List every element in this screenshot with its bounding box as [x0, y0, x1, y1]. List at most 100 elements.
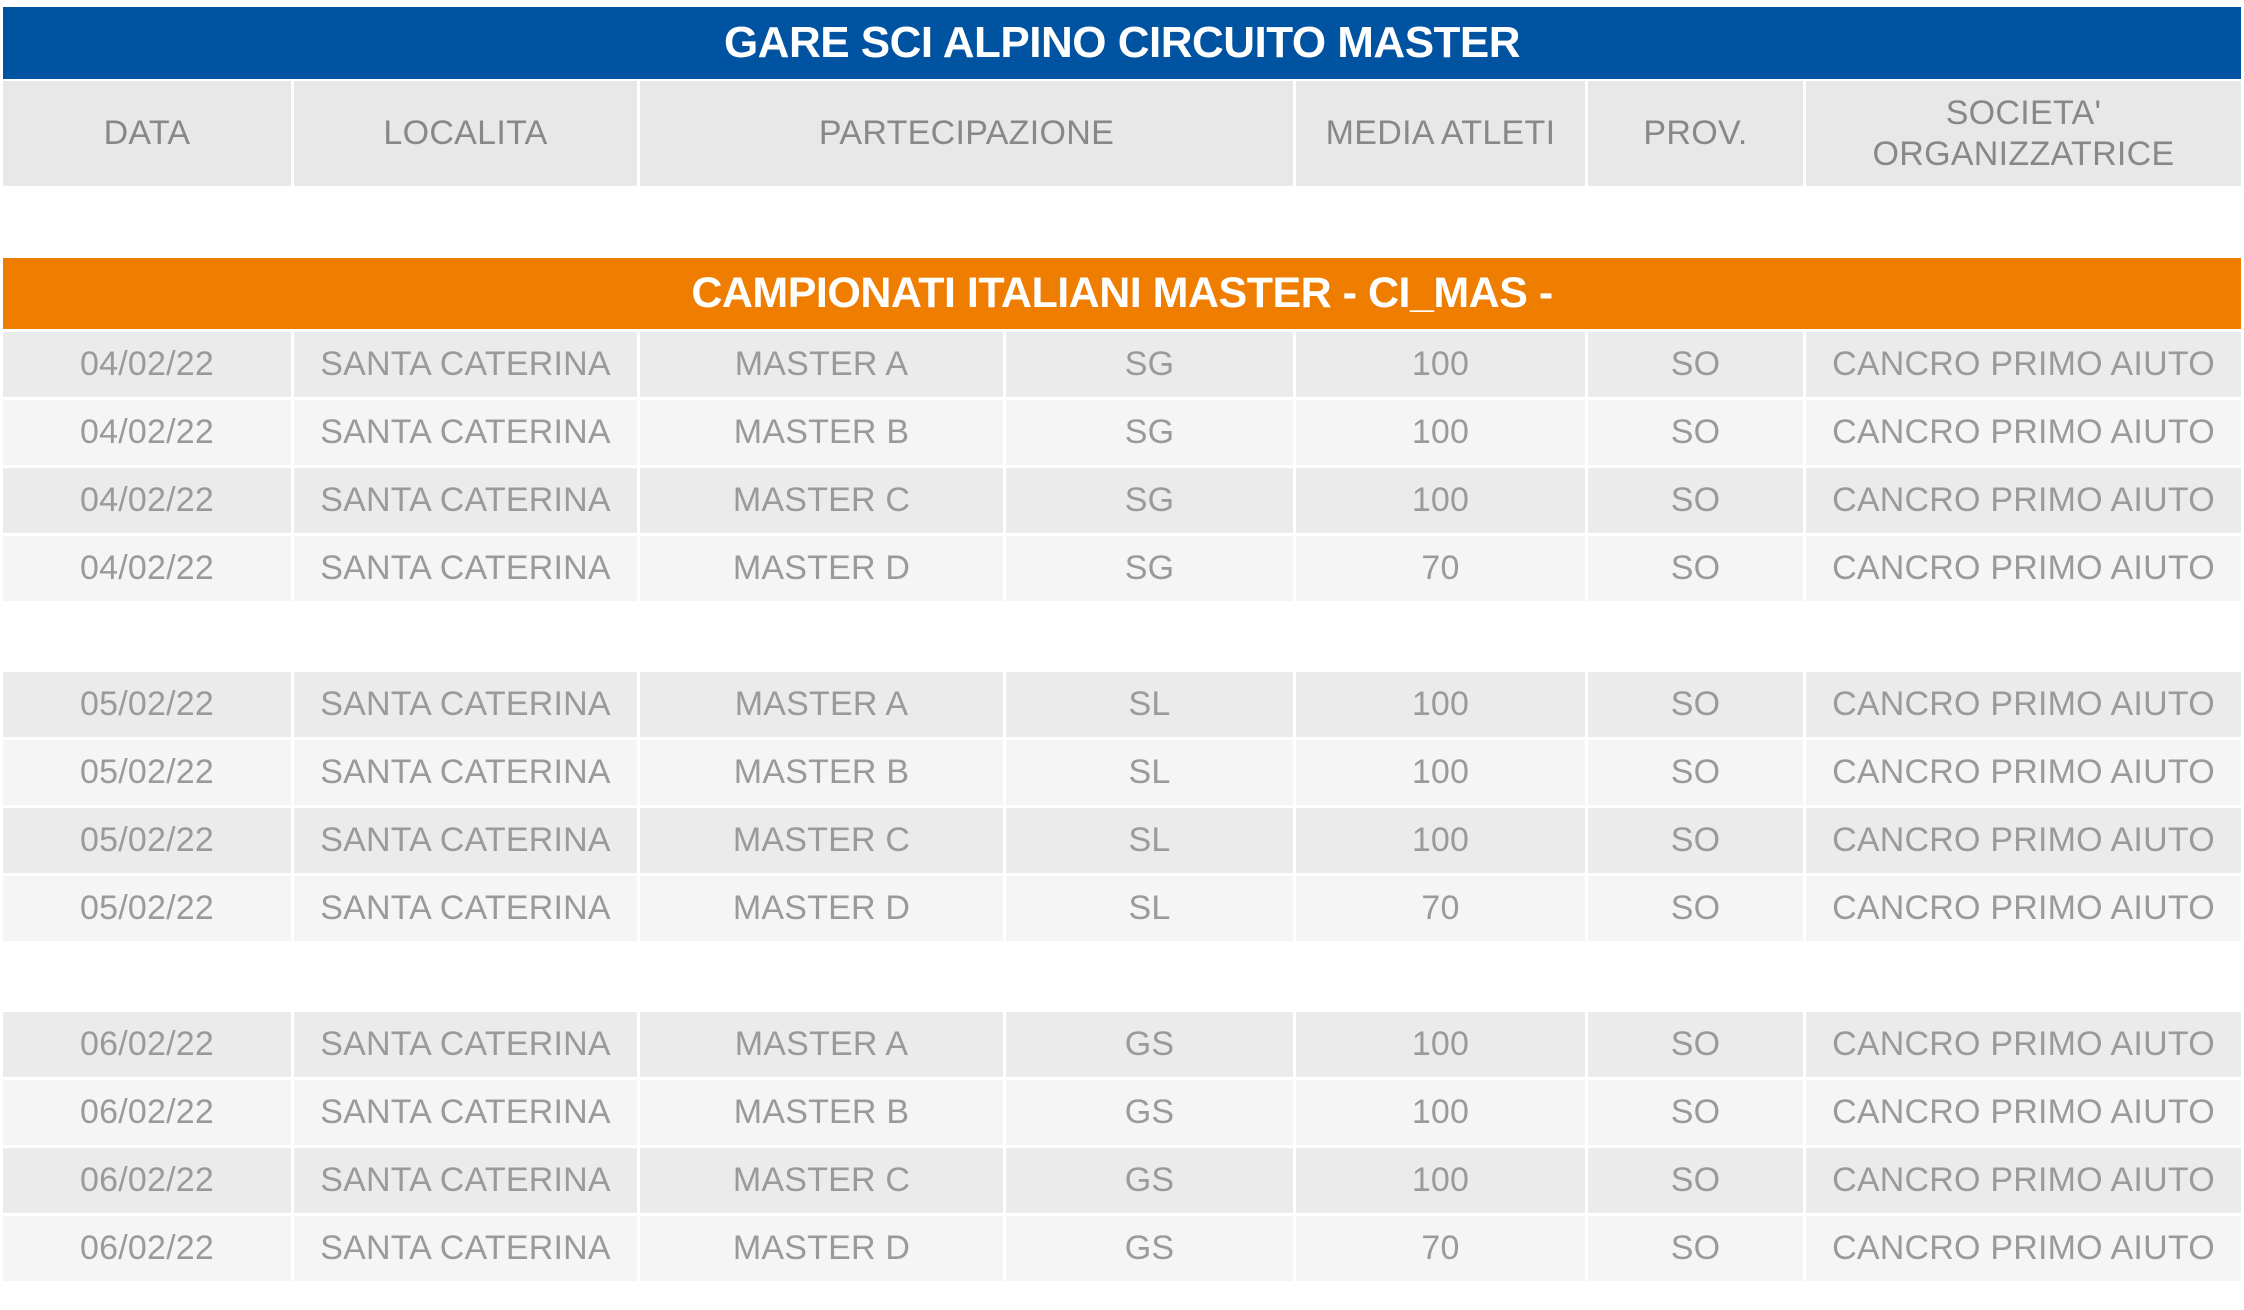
cell-localita: SANTA CATERINA [294, 740, 637, 805]
cell-media-atleti: 100 [1296, 468, 1585, 533]
cell-data: 04/02/22 [3, 332, 291, 397]
table-row: 06/02/22 SANTA CATERINA MASTER B GS 100 SO CAN… [0, 1080, 2244, 1145]
cell-prov: SO [1588, 808, 1803, 873]
column-header-societa-line2: ORGANIZZATRICE [1872, 134, 2175, 173]
cell-localita: SANTA CATERINA [294, 1148, 637, 1213]
column-header-media-atleti: MEDIA ATLETI [1296, 81, 1585, 186]
cell-specialita: SL [1006, 876, 1293, 941]
table-row: 04/02/22 SANTA CATERINA MASTER A SG 100 SO CAN… [0, 332, 2244, 397]
cell-specialita: GS [1006, 1148, 1293, 1213]
section-title: CAMPIONATI ITALIANI MASTER - CI_MAS - [3, 258, 2241, 329]
cell-specialita: GS [1006, 1080, 1293, 1145]
table-row: 06/02/22 SANTA CATERINA MASTER D GS 70 SO CANC… [0, 1216, 2244, 1281]
cell-specialita: SL [1006, 740, 1293, 805]
cell-media-atleti: 100 [1296, 1148, 1585, 1213]
cell-categoria: MASTER B [640, 1080, 1003, 1145]
cell-media-atleti: 100 [1296, 332, 1585, 397]
cell-societa: CANCRO PRIMO AIUTO [1806, 536, 2241, 601]
cell-societa: CANCRO PRIMO AIUTO [1806, 740, 2241, 805]
cell-societa: CANCRO PRIMO AIUTO [1806, 400, 2241, 465]
cell-categoria: MASTER A [640, 332, 1003, 397]
cell-media-atleti: 70 [1296, 876, 1585, 941]
cell-prov: SO [1588, 1148, 1803, 1213]
cell-data: 04/02/22 [3, 400, 291, 465]
cell-societa: CANCRO PRIMO AIUTO [1806, 1148, 2241, 1213]
cell-societa: CANCRO PRIMO AIUTO [1806, 1080, 2241, 1145]
table-row: 06/02/22 SANTA CATERINA MASTER C GS 100 SO CAN… [0, 1148, 2244, 1213]
cell-categoria: MASTER B [640, 740, 1003, 805]
cell-categoria: MASTER B [640, 400, 1003, 465]
cell-localita: SANTA CATERINA [294, 876, 637, 941]
cell-categoria: MASTER C [640, 808, 1003, 873]
cell-specialita: SG [1006, 536, 1293, 601]
column-header-partecipazione: PARTECIPAZIONE [640, 81, 1293, 186]
cell-categoria: MASTER D [640, 536, 1003, 601]
cell-societa: CANCRO PRIMO AIUTO [1806, 808, 2241, 873]
cell-societa: CANCRO PRIMO AIUTO [1806, 468, 2241, 533]
column-header-localita: LOCALITA [294, 81, 637, 186]
cell-localita: SANTA CATERINA [294, 400, 637, 465]
cell-categoria: MASTER D [640, 1216, 1003, 1281]
cell-specialita: SL [1006, 672, 1293, 737]
cell-categoria: MASTER D [640, 876, 1003, 941]
cell-specialita: GS [1006, 1012, 1293, 1077]
cell-localita: SANTA CATERINA [294, 1216, 637, 1281]
cell-data: 05/02/22 [3, 876, 291, 941]
cell-media-atleti: 100 [1296, 672, 1585, 737]
cell-societa: CANCRO PRIMO AIUTO [1806, 1012, 2241, 1077]
table-row: 06/02/22 SANTA CATERINA MASTER A GS 100 SO CAN… [0, 1012, 2244, 1077]
cell-localita: SANTA CATERINA [294, 1012, 637, 1077]
table-row: 04/02/22 SANTA CATERINA MASTER C SG 100 SO CAN… [0, 468, 2244, 533]
cell-categoria: MASTER A [640, 1012, 1003, 1077]
cell-prov: SO [1588, 876, 1803, 941]
cell-localita: SANTA CATERINA [294, 808, 637, 873]
cell-prov: SO [1588, 536, 1803, 601]
table-row: 05/02/22 SANTA CATERINA MASTER B SL 100 SO CAN… [0, 740, 2244, 805]
column-header-prov: PROV. [1588, 81, 1803, 186]
table-row: 05/02/22 SANTA CATERINA MASTER A SL 100 SO CAN… [0, 672, 2244, 737]
table-row: 05/02/22 SANTA CATERINA MASTER D SL 70 SO CANC… [0, 876, 2244, 941]
column-header-societa: SOCIETA' ORGANIZZATRICE [1806, 81, 2241, 186]
sheet-title: GARE SCI ALPINO CIRCUITO MASTER [3, 7, 2241, 79]
table-row: 04/02/22 SANTA CATERINA MASTER B SG 100 SO CAN… [0, 400, 2244, 465]
cell-societa: CANCRO PRIMO AIUTO [1806, 332, 2241, 397]
cell-data: 06/02/22 [3, 1080, 291, 1145]
cell-media-atleti: 100 [1296, 740, 1585, 805]
cell-data: 06/02/22 [3, 1216, 291, 1281]
cell-media-atleti: 100 [1296, 400, 1585, 465]
cell-specialita: SG [1006, 468, 1293, 533]
cell-data: 05/02/22 [3, 672, 291, 737]
cell-localita: SANTA CATERINA [294, 536, 637, 601]
cell-societa: CANCRO PRIMO AIUTO [1806, 672, 2241, 737]
cell-societa: CANCRO PRIMO AIUTO [1806, 1216, 2241, 1281]
cell-localita: SANTA CATERINA [294, 672, 637, 737]
cell-media-atleti: 70 [1296, 1216, 1585, 1281]
cell-specialita: SG [1006, 400, 1293, 465]
cell-data: 05/02/22 [3, 808, 291, 873]
cell-media-atleti: 70 [1296, 536, 1585, 601]
table-row: 05/02/22 SANTA CATERINA MASTER C SL 100 SO CAN… [0, 808, 2244, 873]
cell-prov: SO [1588, 1216, 1803, 1281]
column-header-societa-line1: SOCIETA' [1945, 94, 2102, 133]
cell-prov: SO [1588, 332, 1803, 397]
cell-prov: SO [1588, 672, 1803, 737]
cell-localita: SANTA CATERINA [294, 332, 637, 397]
column-header-data: DATA [3, 81, 291, 186]
cell-data: 04/02/22 [3, 536, 291, 601]
cell-prov: SO [1588, 740, 1803, 805]
cell-categoria: MASTER A [640, 672, 1003, 737]
cell-media-atleti: 100 [1296, 1080, 1585, 1145]
cell-societa: CANCRO PRIMO AIUTO [1806, 876, 2241, 941]
cell-specialita: SG [1006, 332, 1293, 397]
cell-categoria: MASTER C [640, 1148, 1003, 1213]
cell-specialita: GS [1006, 1216, 1293, 1281]
cell-prov: SO [1588, 400, 1803, 465]
table-row: 04/02/22 SANTA CATERINA MASTER D SG 70 SO CANC… [0, 536, 2244, 601]
cell-data: 06/02/22 [3, 1148, 291, 1213]
cell-media-atleti: 100 [1296, 1012, 1585, 1077]
cell-data: 06/02/22 [3, 1012, 291, 1077]
cell-localita: SANTA CATERINA [294, 468, 637, 533]
cell-prov: SO [1588, 1012, 1803, 1077]
cell-localita: SANTA CATERINA [294, 1080, 637, 1145]
